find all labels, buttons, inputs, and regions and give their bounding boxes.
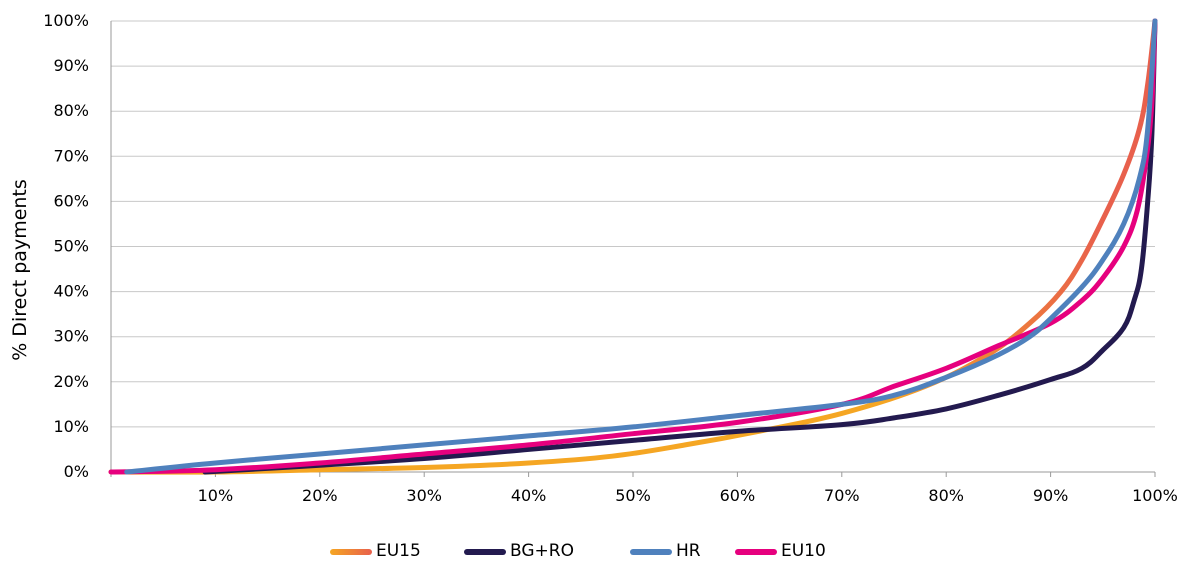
x-tick-label: 100%: [1132, 486, 1178, 505]
legend: EU15 BG+RO HR EU10: [330, 541, 826, 561]
y-tick-label: 60%: [53, 191, 89, 210]
series-line-hr: [124, 18, 1158, 475]
legend-swatch-bg-ro: [464, 549, 506, 555]
x-tick-label: 90%: [1033, 486, 1069, 505]
x-tick-label: 50%: [615, 486, 651, 505]
gridlines: [111, 20, 1155, 428]
legend-swatch-eu15: [330, 549, 372, 555]
x-tick-label: 60%: [720, 486, 756, 505]
y-tick-label: 20%: [53, 372, 89, 391]
y-tick-label: 10%: [53, 417, 89, 436]
y-tick-label: 70%: [53, 146, 89, 165]
x-tick-label: 70%: [824, 486, 860, 505]
x-tick-label: 80%: [928, 486, 964, 505]
series-lines: [108, 18, 1158, 475]
x-tick-label: 30%: [406, 486, 442, 505]
y-tick-label: 80%: [53, 101, 89, 120]
legend-label-eu15: EU15: [376, 541, 421, 561]
y-tick-label: 90%: [53, 56, 89, 75]
legend-swatch-hr: [630, 549, 672, 555]
legend-label-hr: HR: [676, 541, 701, 561]
series-line-bg-ro: [202, 18, 1158, 475]
legend-swatch-eu10: [735, 549, 777, 555]
x-tick-label: 40%: [511, 486, 547, 505]
x-tick-labels: 10% 20% 30% 40% 50% 60% 70% 80% 90% 100%: [198, 486, 1178, 505]
x-tick-label: 10%: [198, 486, 234, 505]
axes: [110, 21, 1156, 477]
series-line-eu10: [108, 18, 1158, 475]
series-line-eu15: [108, 18, 1158, 475]
y-axis-title: % Direct payments: [9, 179, 31, 361]
x-tick-label: 20%: [302, 486, 338, 505]
y-tick-label: 30%: [53, 327, 89, 346]
y-tick-label: 40%: [53, 282, 89, 301]
legend-label-eu10: EU10: [781, 541, 826, 561]
legend-label-bg-ro: BG+RO: [510, 541, 574, 561]
y-tick-label: 100%: [43, 11, 89, 30]
y-tick-labels: 0% 10% 20% 30% 40% 50% 60% 70% 80% 90% 100%: [43, 11, 89, 481]
y-tick-label: 50%: [53, 237, 89, 256]
y-tick-label: 0%: [64, 462, 89, 481]
